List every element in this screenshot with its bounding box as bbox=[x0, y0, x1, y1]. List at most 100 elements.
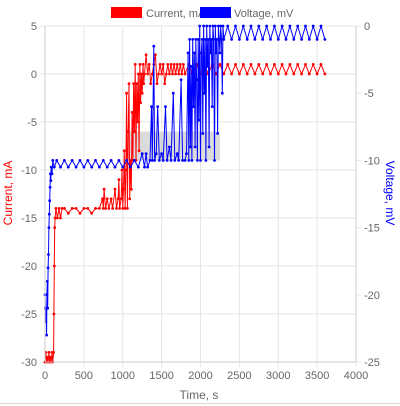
voltage-data-point bbox=[214, 51, 218, 55]
voltage-data-point bbox=[74, 165, 78, 169]
y-left-tick-label: -5 bbox=[27, 117, 37, 129]
current-data-point bbox=[135, 82, 139, 85]
voltage-data-point bbox=[146, 165, 150, 169]
current-data-point bbox=[123, 207, 127, 210]
legend-swatch-current[interactable] bbox=[111, 7, 142, 18]
current-data-point bbox=[140, 91, 144, 95]
current-data-point bbox=[154, 53, 157, 57]
voltage-data-point bbox=[210, 38, 213, 41]
current-data-point bbox=[49, 355, 52, 359]
y-right-tick-label: -15 bbox=[364, 223, 380, 235]
x-tick-label: 500 bbox=[75, 370, 93, 382]
current-data-point bbox=[177, 72, 181, 76]
voltage-data-point bbox=[49, 165, 53, 169]
current-data-point bbox=[315, 72, 319, 76]
voltage-data-point bbox=[215, 38, 219, 41]
voltage-data-point bbox=[136, 165, 140, 169]
voltage-data-point bbox=[206, 38, 210, 41]
voltage-data-point bbox=[212, 38, 216, 41]
current-data-point bbox=[60, 207, 64, 210]
current-data-point bbox=[288, 63, 292, 66]
voltage-data-point bbox=[221, 24, 225, 28]
current-data-point bbox=[257, 63, 261, 66]
voltage-data-point bbox=[238, 38, 241, 41]
x-tick-label: 1500 bbox=[149, 370, 173, 382]
legend-label-voltage[interactable]: Voltage, mV bbox=[234, 8, 294, 20]
current-data-point bbox=[144, 53, 148, 57]
y-right-tick-label: -20 bbox=[364, 290, 380, 302]
voltage-data-point bbox=[66, 165, 70, 169]
voltage-data-point bbox=[186, 51, 190, 55]
current-data-point bbox=[241, 63, 245, 66]
voltage-data-point bbox=[157, 159, 161, 162]
voltage-data-point bbox=[173, 159, 177, 162]
voltage-data-point bbox=[202, 24, 206, 28]
current-data-point bbox=[132, 82, 136, 85]
voltage-data-point bbox=[121, 165, 125, 169]
y-left-tick-label: 5 bbox=[31, 21, 37, 33]
grid-lines bbox=[40, 25, 361, 367]
legend-label-current[interactable]: Current, mA bbox=[146, 8, 206, 20]
current-data-point bbox=[47, 351, 51, 354]
voltage-data-point bbox=[201, 132, 205, 135]
voltage-data-point bbox=[200, 38, 204, 41]
current-data-point bbox=[300, 72, 303, 76]
current-data-point bbox=[111, 207, 114, 210]
voltage-data-point bbox=[196, 159, 199, 162]
current-data-point bbox=[160, 72, 164, 76]
current-data-point bbox=[54, 207, 58, 210]
voltage-data-point bbox=[86, 159, 90, 162]
y-left-tick-label: -20 bbox=[21, 261, 37, 273]
current-data-point bbox=[122, 187, 125, 191]
current-series bbox=[43, 53, 327, 364]
voltage-data-point bbox=[192, 51, 196, 55]
voltage-data-point bbox=[194, 38, 198, 41]
current-data-point bbox=[238, 72, 241, 76]
current-data-point bbox=[245, 72, 249, 76]
current-data-point bbox=[70, 207, 74, 210]
voltage-data-point bbox=[307, 38, 311, 41]
current-data-point bbox=[119, 197, 123, 201]
current-data-point bbox=[115, 207, 118, 210]
voltage-data-point bbox=[216, 132, 220, 135]
voltage-data-point bbox=[213, 159, 216, 162]
current-data-point bbox=[284, 72, 288, 76]
voltage-data-point bbox=[199, 159, 202, 162]
voltage-data-point bbox=[269, 38, 272, 41]
voltage-data-point bbox=[109, 159, 113, 162]
voltage-data-point bbox=[171, 91, 175, 95]
voltage-data-point bbox=[189, 64, 193, 68]
voltage-data-point bbox=[199, 51, 203, 55]
voltage-data-point bbox=[323, 38, 327, 41]
y-left-tick-label: -10 bbox=[21, 165, 37, 177]
current-data-point bbox=[94, 207, 97, 210]
voltage-data-point bbox=[304, 24, 307, 28]
voltage-data-point bbox=[319, 24, 323, 28]
voltage-data-point bbox=[226, 24, 230, 28]
current-data-point bbox=[253, 72, 257, 76]
y-right-tick-label: 0 bbox=[364, 21, 370, 33]
current-data-point bbox=[127, 82, 131, 85]
voltage-data-point bbox=[249, 24, 253, 28]
voltage-data-point bbox=[47, 253, 50, 256]
voltage-data-point bbox=[125, 159, 128, 162]
current-data-point bbox=[265, 63, 268, 66]
voltage-data-point bbox=[257, 24, 261, 28]
current-data-point bbox=[124, 168, 128, 172]
voltage-data-point bbox=[211, 24, 215, 28]
voltage-data-point bbox=[204, 159, 208, 162]
voltage-data-point bbox=[45, 280, 49, 283]
voltage-data-point bbox=[196, 38, 200, 41]
y-right-tick-label: -10 bbox=[364, 155, 380, 167]
voltage-data-point bbox=[168, 145, 171, 149]
legend-swatch-voltage[interactable] bbox=[200, 7, 231, 18]
current-data-point bbox=[171, 72, 174, 76]
voltage-data-point bbox=[183, 159, 187, 162]
current-data-point bbox=[157, 72, 160, 76]
voltage-data-point bbox=[152, 44, 156, 48]
voltage-data-point bbox=[188, 38, 192, 41]
current-data-point bbox=[163, 82, 167, 85]
voltage-data-point bbox=[153, 159, 157, 162]
voltage-data-point bbox=[195, 78, 199, 82]
